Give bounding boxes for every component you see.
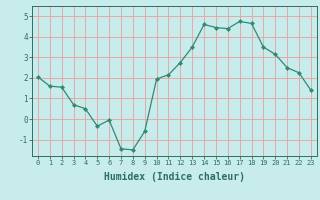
X-axis label: Humidex (Indice chaleur): Humidex (Indice chaleur) xyxy=(104,172,245,182)
